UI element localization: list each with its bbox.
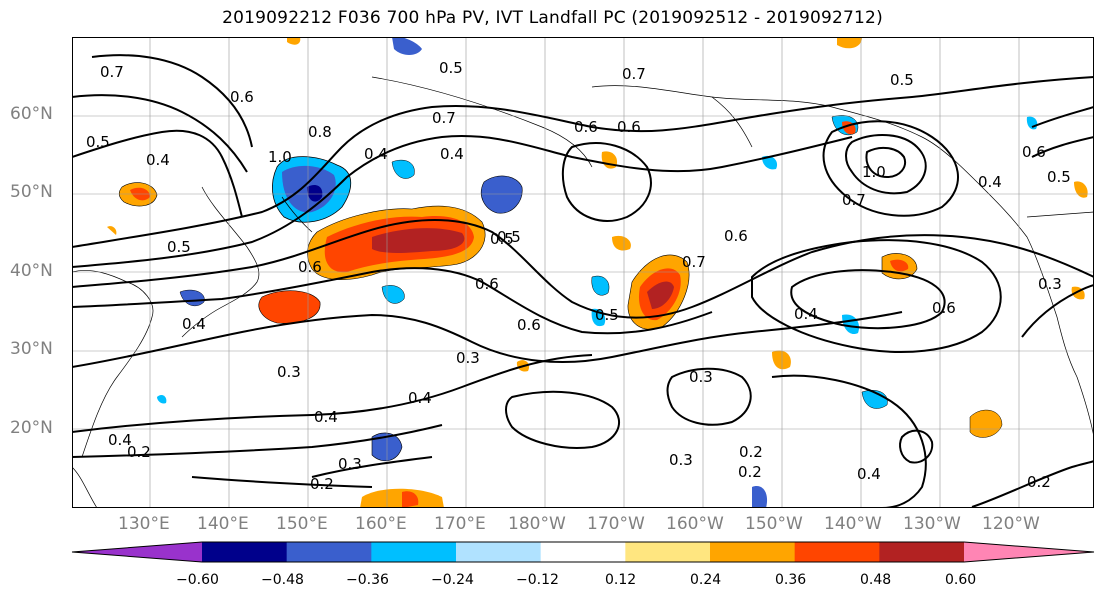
- contour-label: 0.2: [1027, 473, 1051, 491]
- colorbar-segment: [456, 542, 542, 562]
- contour-label: 0.4: [108, 431, 132, 449]
- colorbar-tick: −0.24: [431, 572, 474, 588]
- contour-label: 0.4: [978, 173, 1002, 191]
- contour-label: 0.6: [724, 227, 748, 245]
- contour-label: 0.6: [298, 258, 322, 276]
- contour-label: 0.7: [682, 253, 706, 271]
- lon-label-130e: 130°E: [118, 514, 170, 534]
- contour-label: 0.2: [127, 443, 151, 461]
- contour-label: 0.7: [100, 63, 124, 81]
- colorbar-segment: [286, 542, 372, 562]
- lon-label-160w: 160°W: [666, 514, 724, 534]
- colorbar-segment: [710, 542, 796, 562]
- lon-label-170w: 170°W: [587, 514, 645, 534]
- contour-label: 0.4: [408, 389, 432, 407]
- colorbar-extend-max: [964, 542, 1094, 562]
- contour-label: 0.5: [1047, 168, 1071, 186]
- lon-label-140e: 140°E: [197, 514, 249, 534]
- shaded-anomaly-layer: [107, 37, 1088, 508]
- contour-label: 0.5: [439, 59, 463, 77]
- map-background: [72, 37, 1094, 508]
- pv-contour-layer: [72, 54, 1094, 508]
- map-plot: 0.7 0.6 0.5 0.4 0.5 0.7 0.6 0.4 0.4 1.0 …: [72, 37, 1094, 508]
- colorbar-segment: [202, 542, 288, 562]
- lon-label-130w: 130°W: [903, 514, 961, 534]
- colorbar-tick: 0.48: [860, 572, 892, 588]
- colorbar-tick: 0.24: [690, 572, 722, 588]
- contour-label: 0.5: [167, 238, 191, 256]
- colorbar-tick: −0.60: [176, 572, 219, 588]
- contour-label: 0.4: [182, 315, 206, 333]
- colorbar-outline: [71, 541, 1095, 563]
- lon-label-120w: 120°W: [982, 514, 1040, 534]
- contour-label: 0.5: [497, 228, 521, 246]
- contour-label: 0.6: [475, 275, 499, 293]
- contour-label: 0.4: [857, 465, 881, 483]
- contour-label: 0.3: [338, 455, 362, 473]
- contour-label: 0.7: [622, 65, 646, 83]
- colorbar-tick: −0.12: [516, 572, 559, 588]
- colorbar-segment: [879, 542, 965, 562]
- lon-label-170e: 170°E: [434, 514, 486, 534]
- map-frame: [72, 37, 1094, 508]
- contour-label: 0.6: [617, 118, 641, 136]
- contour-label: 1.0: [268, 148, 292, 166]
- contour-label: 0.5: [890, 71, 914, 89]
- lat-label-30n: 30°N: [10, 339, 53, 359]
- lon-label-140w: 140°W: [824, 514, 882, 534]
- contour-label: 0.7: [842, 191, 866, 209]
- colorbar-tick: 0.12: [605, 572, 637, 588]
- contour-label: 0.4: [364, 145, 388, 163]
- colorbar: [71, 541, 1095, 563]
- contour-label: 0.8: [308, 123, 332, 141]
- map-title: 2019092212 F036 700 hPa PV, IVT Landfall…: [222, 8, 883, 28]
- lon-label-150w: 150°W: [745, 514, 803, 534]
- contour-label: 0.3: [277, 363, 301, 381]
- lon-label-180w: 180°W: [508, 514, 566, 534]
- contour-label: 0.2: [310, 475, 334, 493]
- colorbar-extend-min: [72, 542, 202, 562]
- lon-label-160e: 160°E: [355, 514, 407, 534]
- contour-label: 0.3: [456, 349, 480, 367]
- lat-label-20n: 20°N: [10, 418, 53, 438]
- contour-label: 0.6: [517, 316, 541, 334]
- contour-label: 0.7: [432, 109, 456, 127]
- contour-label: 0.6: [230, 88, 254, 106]
- contour-label: 0.4: [794, 305, 818, 323]
- colorbar-segment: [625, 542, 711, 562]
- contour-label: 0.4: [314, 408, 338, 426]
- colorbar-tick: 0.60: [945, 572, 977, 588]
- colorbar-segment: [540, 542, 626, 562]
- contour-label: 0.3: [1038, 275, 1062, 293]
- colorbar-segment: [794, 542, 880, 562]
- lon-label-150e: 150°E: [276, 514, 328, 534]
- colorbar-tick: −0.36: [346, 572, 389, 588]
- contour-label: 0.2: [738, 463, 762, 481]
- colorbar-tick: −0.48: [261, 572, 304, 588]
- lat-label-50n: 50°N: [10, 182, 53, 202]
- contour-label: 0.2: [739, 443, 763, 461]
- colorbar-tick: 0.36: [775, 572, 807, 588]
- contour-label: 0.6: [574, 118, 598, 136]
- contour-label: 0.4: [440, 145, 464, 163]
- colorbar-segments: [71, 541, 1095, 563]
- contour-label: 0.6: [1022, 143, 1046, 161]
- lat-label-60n: 60°N: [10, 104, 53, 124]
- contour-label: 0.3: [669, 451, 693, 469]
- contour-label: 0.4: [146, 151, 170, 169]
- contour-label: 0.6: [932, 299, 956, 317]
- contour-label: 0.5: [490, 230, 514, 248]
- colorbar-segment: [371, 542, 457, 562]
- contour-label: 0.3: [689, 368, 713, 386]
- contour-label-layer: 0.7 0.6 0.5 0.4 0.5 0.7 0.6 0.4 0.4 1.0 …: [86, 59, 1071, 493]
- contour-label: 1.0: [862, 163, 886, 181]
- contour-label: 0.5: [86, 133, 110, 151]
- contour-label: 0.5: [595, 306, 619, 324]
- lat-label-40n: 40°N: [10, 261, 53, 281]
